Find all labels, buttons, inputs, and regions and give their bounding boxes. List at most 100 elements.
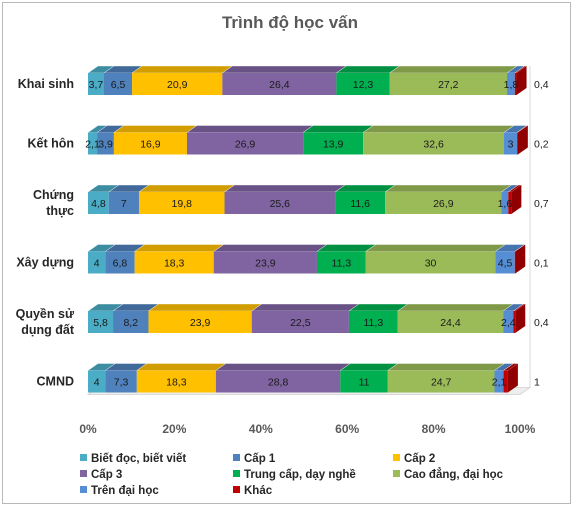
bar-segment-chung-thuc-biet-doc-biet-viet-front (88, 192, 109, 214)
data-label-khai-sinh-tren-dai-hoc: 1,8 (504, 79, 519, 91)
category-label-cmnd: CMND (37, 375, 75, 389)
bar-segment-ket-hon-tren-dai-hoc-front (504, 132, 517, 155)
bar-segment-ket-hon-cao-dang-dai-hoc (362, 125, 515, 155)
bar-segment-ket-hon-biet-doc-biet-viet-front (88, 132, 98, 155)
data-label-khai-sinh-trung-cap-day-nghe: 12,3 (353, 79, 374, 91)
bar-segment-chung-thuc-cap-3-top (223, 184, 346, 193)
data-label-cmnd-cap-2: 18,3 (166, 377, 187, 389)
bar-segment-chung-thuc-trung-cap-day-nghe-front (335, 192, 386, 214)
bar-segment-cmnd-khac (502, 363, 519, 393)
bar-segment-khai-sinh-cao-dang-dai-hoc (388, 65, 518, 95)
data-label-khai-sinh-khac: 0,4 (534, 79, 549, 91)
legend-swatch-cap-3 (80, 470, 87, 477)
bar-segment-xay-dung-cao-dang-dai-hoc-top (365, 244, 507, 252)
bar-segment-xay-dung-cao-dang-dai-hoc (365, 244, 507, 274)
bar-segment-khai-sinh-khac-front (514, 73, 517, 95)
bar-segment-cmnd-cao-dang-dai-hoc-top (387, 363, 506, 371)
category-label-line: Chứng (33, 188, 74, 202)
data-label-ket-hon-khac: 0,2 (534, 139, 549, 151)
bar-segment-quyen-su-dung-dat-trung-cap-day-nghe-front (348, 311, 398, 333)
legend: Biết đọc, biết viết Cấp 1 Cấp 2 Cấp 3 Trung … (80, 453, 504, 497)
bar-segment-khai-sinh-cap-2-front (132, 73, 223, 95)
data-label-cmnd-trung-cap-day-nghe: 11 (359, 377, 370, 389)
data-label-chung-thuc-cao-dang-dai-hoc: 26,9 (433, 198, 454, 210)
bar-segment-chung-thuc-tren-dai-hoc-front (501, 192, 509, 214)
x-tick-80pct: 80% (422, 422, 446, 436)
bar-segment-quyen-su-dung-dat-tren-dai-hoc-front (503, 311, 514, 333)
x-tick-60pct: 60% (335, 422, 359, 436)
bar-segment-cmnd-cap-3-front (215, 370, 341, 393)
bar-segment-quyen-su-dung-dat-khac-side (515, 304, 526, 333)
bar-segment-khai-sinh-khac (514, 65, 528, 95)
bar-segment-quyen-su-dung-dat-trung-cap-day-nghe (348, 303, 409, 333)
data-label-ket-hon-tren-dai-hoc: 3 (508, 139, 514, 151)
bar-segment-khai-sinh-cap-3-front (222, 73, 337, 95)
data-label-cmnd-cao-dang-dai-hoc: 24,7 (431, 377, 452, 389)
data-label-cmnd-tren-dai-hoc: 2,1 (492, 377, 507, 389)
bar-segment-xay-dung-cap-2-front (134, 251, 214, 274)
bar-row-xay-dung (87, 244, 526, 274)
bar-segment-ket-hon-cap-1-front (97, 132, 114, 155)
bar-segment-chung-thuc-cap-1 (108, 184, 150, 214)
bar-segment-cmnd-cap-2-front (136, 370, 216, 393)
legend-label-cao-dang-dai-hoc: Cao đẳng, đại học (404, 468, 504, 481)
bar-segment-khai-sinh-tren-dai-hoc-front (507, 73, 515, 95)
data-label-chung-thuc-cap-1: 7 (121, 198, 127, 210)
bar-segment-cmnd-cap-3-top (215, 363, 351, 371)
bar-segment-ket-hon-cap-3-top (186, 125, 314, 133)
data-label-ket-hon-cap-1: 3,9 (98, 139, 113, 151)
category-label-line: Quyền sử (16, 307, 75, 321)
data-label-quyen-su-dung-dat-tren-dai-hoc: 2,4 (501, 317, 516, 329)
category-label-chung-thuc: Chứng thực (33, 188, 74, 218)
bar-segment-xay-dung-khac-front (514, 251, 516, 274)
bar-segment-cmnd-cao-dang-dai-hoc (387, 363, 506, 393)
bar-segment-ket-hon-khac (516, 125, 529, 155)
legend-swatch-biet-doc-biet-viet (80, 454, 87, 461)
legend-item-cap-2: Cấp 2 (393, 453, 435, 465)
bar-segment-xay-dung-tren-dai-hoc-front (495, 251, 515, 274)
bar-segment-chung-thuc-khac-side (511, 185, 522, 214)
data-label-chung-thuc-cap-3: 25,6 (270, 198, 291, 210)
bar-segment-xay-dung-biet-doc-biet-viet (87, 244, 116, 274)
data-label-quyen-su-dung-dat-khac: 0,4 (534, 317, 549, 329)
bar-segment-khai-sinh-cap-2-top (131, 65, 233, 74)
data-label-khai-sinh-cap-3: 26,4 (269, 79, 290, 91)
legend-swatch-tren-dai-hoc (80, 486, 87, 493)
bar-segment-cmnd-cap-2-top (136, 363, 227, 371)
bar-segment-xay-dung-khac-side (515, 244, 526, 274)
category-label-khai-sinh: Khai sinh (18, 77, 74, 91)
data-label-quyen-su-dung-dat-cap-1: 8,2 (123, 317, 138, 329)
bar-segment-khai-sinh-cao-dang-dai-hoc-front (389, 73, 508, 95)
bar-segment-chung-thuc-trung-cap-day-nghe-top (334, 184, 396, 193)
category-label-line: Khai sinh (18, 77, 74, 91)
bar-segment-ket-hon-khac-front (516, 132, 518, 155)
bar-segment-quyen-su-dung-dat-cap-3-top (251, 303, 360, 312)
bar-segment-ket-hon-tren-dai-hoc (503, 125, 528, 155)
category-label-line: CMND (37, 375, 75, 389)
data-label-quyen-su-dung-dat-cap-2: 23,9 (190, 317, 211, 329)
bar-segment-cmnd-tren-dai-hoc-front (494, 370, 504, 393)
bars: 3,7 6,5 20,9 26,4 12,3 27,2 1,8 0,42,13,9 16,9 26… (85, 65, 549, 393)
bar-segment-quyen-su-dung-dat-cap-1 (112, 303, 160, 333)
data-label-xay-dung-cap-3: 23,9 (255, 258, 276, 270)
bar-segment-quyen-su-dung-dat-cap-3-front (251, 311, 349, 333)
bar-segment-chung-thuc-cap-1-front (108, 192, 139, 214)
data-label-xay-dung-cap-2: 18,3 (164, 258, 185, 270)
bar-segment-cmnd-khac-side (507, 363, 518, 393)
category-label-line: Xây dựng (16, 256, 74, 270)
category-label-line: Kết hôn (27, 137, 74, 151)
bar-segment-xay-dung-khac (514, 244, 526, 274)
data-label-ket-hon-cao-dang-dai-hoc: 32,6 (423, 139, 444, 151)
bar-segment-chung-thuc-khac (507, 184, 522, 214)
bar-segment-xay-dung-biet-doc-biet-viet-front (88, 251, 106, 274)
bar-segment-ket-hon-cao-dang-dai-hoc-top (362, 125, 515, 133)
legend-swatch-cap-2 (393, 454, 400, 461)
data-label-chung-thuc-khac: 0,7 (534, 198, 549, 210)
bar-segment-cmnd-cao-dang-dai-hoc-front (387, 370, 495, 393)
bar-segment-xay-dung-cao-dang-dai-hoc-front (365, 251, 496, 274)
data-label-xay-dung-cao-dang-dai-hoc: 30 (425, 258, 437, 270)
bar-segment-cmnd-khac-front (503, 370, 508, 393)
data-label-ket-hon-cap-2: 16,9 (140, 139, 161, 151)
legend-item-trung-cap-day-nghe: Trung cấp, dạy nghề (233, 469, 356, 481)
